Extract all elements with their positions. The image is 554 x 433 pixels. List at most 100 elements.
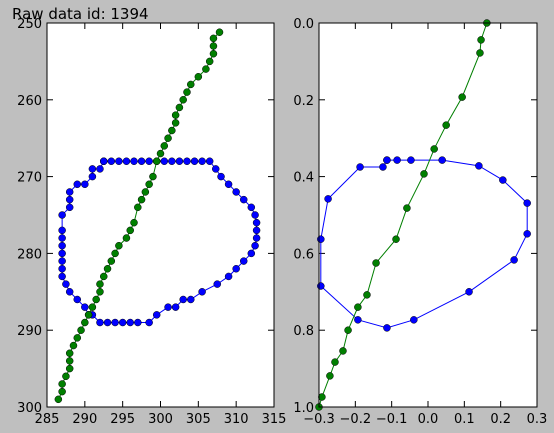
- data-point: [209, 49, 218, 58]
- data-point: [354, 303, 362, 311]
- data-point: [383, 324, 391, 332]
- x-tick-label: 0.0: [418, 412, 439, 427]
- data-point: [331, 358, 339, 366]
- data-point: [383, 156, 391, 164]
- data-point: [58, 241, 66, 250]
- y-tick-label: 0.6: [293, 247, 314, 262]
- data-point: [438, 156, 446, 164]
- data-point: [476, 49, 484, 57]
- data-point: [122, 234, 131, 242]
- data-point: [107, 257, 116, 265]
- data-point: [62, 372, 70, 381]
- data-point: [92, 295, 100, 304]
- data-point: [175, 157, 184, 165]
- data-point: [81, 180, 89, 189]
- data-point: [115, 241, 123, 250]
- x-tick-label: 0.1: [454, 412, 475, 427]
- data-point: [88, 172, 97, 181]
- data-point: [77, 326, 85, 334]
- data-point: [209, 34, 218, 43]
- x-tick-label: 290: [72, 412, 97, 427]
- data-point: [344, 326, 352, 334]
- data-point: [168, 157, 176, 165]
- x-tick-label: 295: [110, 412, 135, 427]
- data-point: [130, 218, 138, 227]
- data-point: [65, 195, 74, 204]
- data-point: [175, 103, 184, 112]
- data-point: [58, 211, 66, 219]
- data-point: [130, 157, 138, 165]
- data-point: [205, 57, 214, 66]
- data-point: [65, 188, 74, 196]
- data-point: [179, 96, 187, 104]
- data-point: [183, 157, 191, 165]
- y-tick-label: 280: [17, 247, 42, 262]
- data-point: [379, 163, 387, 171]
- data-point: [183, 88, 191, 96]
- data-point: [122, 157, 131, 165]
- data-point: [73, 295, 82, 304]
- plot-frame: [46, 22, 275, 408]
- data-point: [65, 349, 74, 357]
- data-point: [126, 318, 134, 327]
- data-point: [160, 142, 169, 150]
- data-point: [145, 180, 153, 189]
- data-point: [118, 318, 127, 327]
- data-point: [252, 234, 261, 242]
- data-point: [356, 163, 364, 171]
- data-point: [354, 316, 362, 324]
- data-point: [171, 303, 180, 311]
- data-point: [211, 165, 220, 173]
- data-point: [160, 157, 169, 165]
- data-point: [152, 157, 161, 165]
- data-point: [239, 195, 248, 204]
- data-point: [145, 157, 153, 165]
- data-point: [152, 311, 161, 319]
- x-tick-label: 285: [35, 412, 60, 427]
- data-point: [107, 157, 116, 165]
- data-point: [141, 188, 150, 196]
- data-point: [103, 318, 112, 327]
- data-point: [81, 303, 89, 311]
- data-point: [100, 157, 108, 165]
- y-tick-label: 0.8: [293, 324, 314, 339]
- plot-area: [319, 23, 537, 407]
- data-point: [96, 288, 104, 296]
- data-point: [58, 234, 66, 242]
- x-tick-label: −0.2: [340, 412, 372, 427]
- data-point: [134, 318, 142, 327]
- data-point: [65, 203, 74, 212]
- data-point: [73, 180, 82, 189]
- data-point: [187, 80, 195, 89]
- data-point: [198, 157, 206, 165]
- data-point: [510, 256, 518, 264]
- data-point: [252, 218, 261, 227]
- data-point: [164, 134, 172, 142]
- data-point: [465, 288, 473, 296]
- data-point: [111, 318, 119, 327]
- data-point: [156, 149, 165, 158]
- data-point: [205, 157, 214, 165]
- data-point: [247, 249, 256, 258]
- data-point: [96, 165, 104, 173]
- data-point: [115, 157, 123, 165]
- data-point: [58, 380, 66, 388]
- figure-title: Raw data id: 1394: [12, 5, 149, 23]
- data-point: [111, 249, 119, 258]
- data-point: [247, 203, 256, 212]
- data-point: [393, 156, 401, 164]
- y-tick-label: 270: [17, 171, 42, 186]
- data-point: [171, 111, 180, 119]
- data-point: [523, 230, 531, 238]
- y-tick-label: 0.4: [293, 171, 314, 186]
- data-point: [65, 364, 74, 373]
- x-tick-label: 300: [148, 412, 173, 427]
- data-point: [477, 36, 485, 44]
- data-point: [458, 93, 466, 101]
- data-point: [62, 280, 70, 288]
- data-point: [100, 272, 108, 281]
- data-point: [499, 176, 507, 184]
- data-point: [58, 265, 66, 273]
- x-tick-label: 315: [262, 412, 287, 427]
- data-point: [58, 387, 66, 396]
